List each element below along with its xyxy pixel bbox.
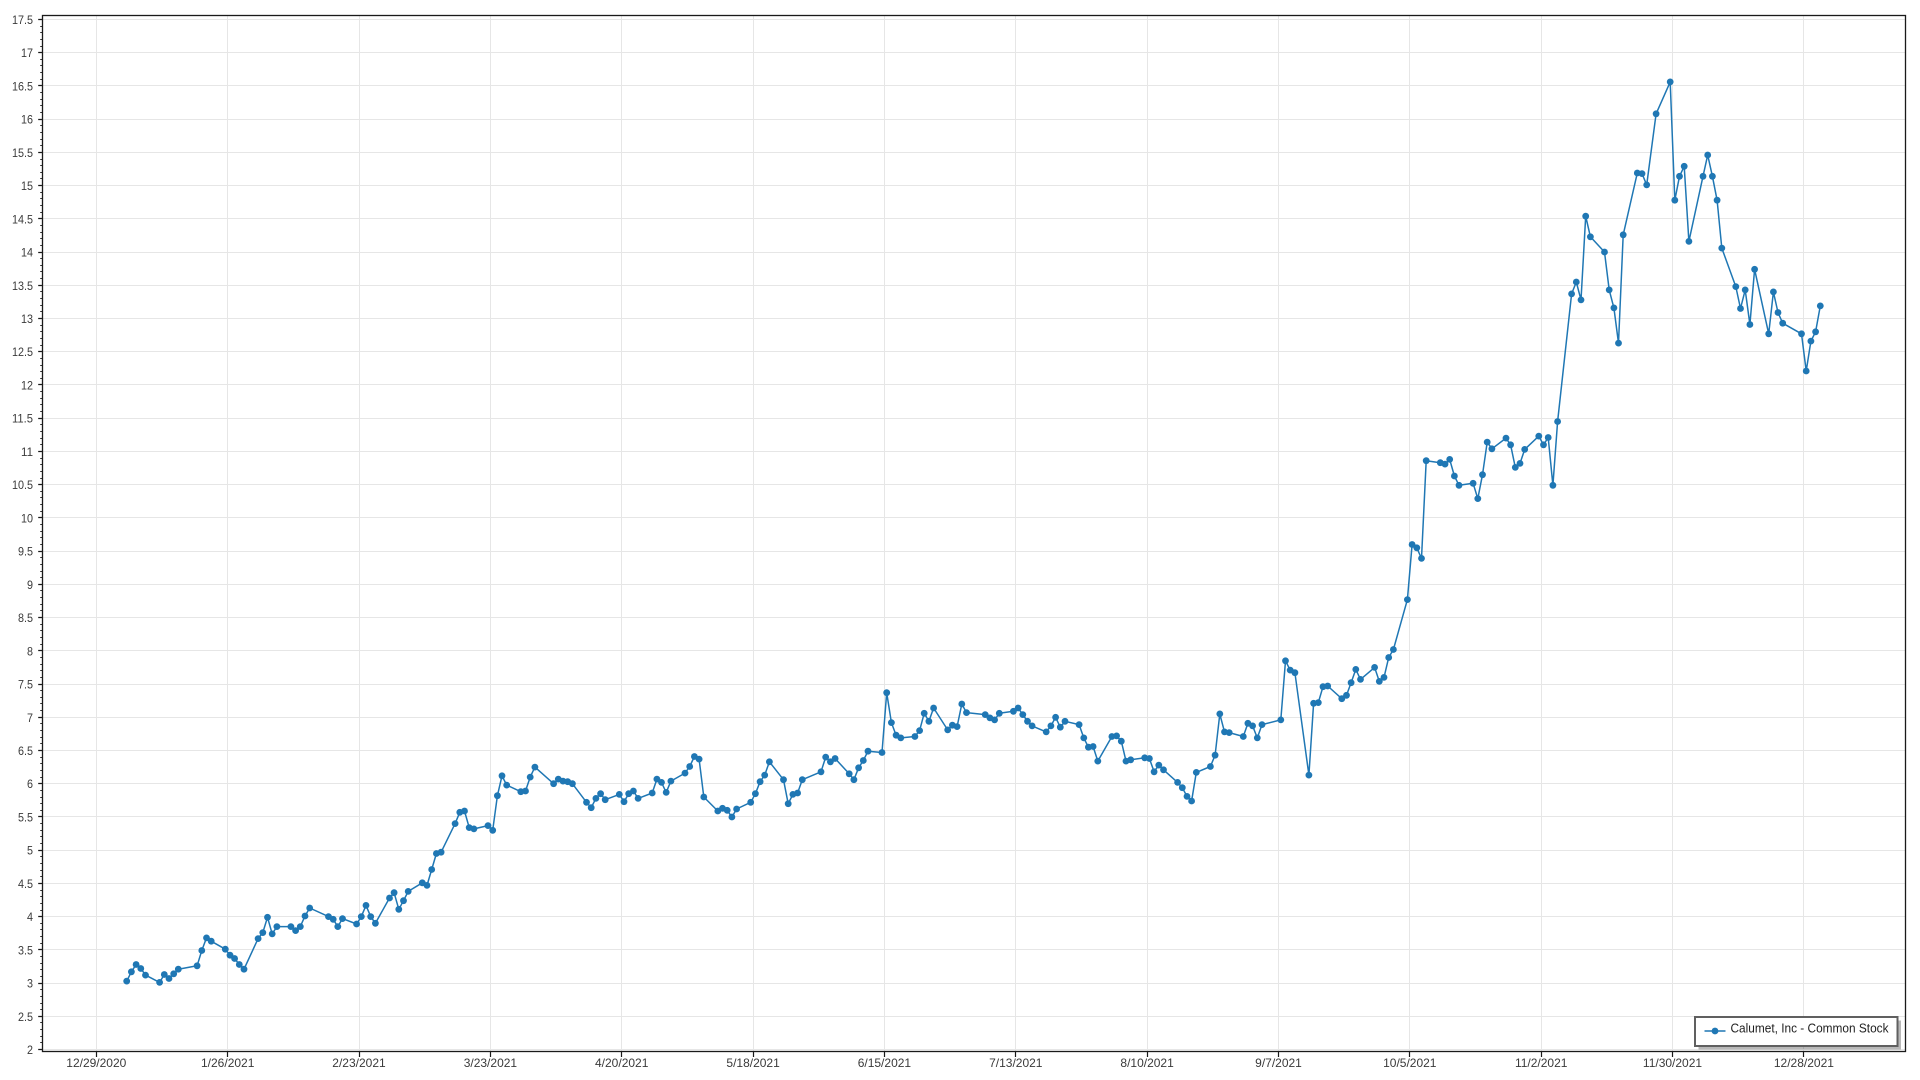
- svg-text:8/10/2021: 8/10/2021: [1120, 1056, 1174, 1070]
- svg-text:14.5: 14.5: [12, 212, 33, 226]
- svg-text:16.5: 16.5: [12, 79, 33, 93]
- svg-text:11/30/2021: 11/30/2021: [1643, 1056, 1702, 1070]
- svg-text:10.5: 10.5: [12, 478, 33, 492]
- svg-text:15.5: 15.5: [12, 146, 33, 160]
- svg-text:17.5: 17.5: [12, 13, 33, 27]
- svg-text:4/20/2021: 4/20/2021: [595, 1056, 649, 1070]
- svg-text:12/28/2021: 12/28/2021: [1774, 1056, 1834, 1070]
- svg-text:5.5: 5.5: [18, 811, 33, 825]
- svg-text:Calumet, Inc - Common Stock: Calumet, Inc - Common Stock: [1731, 1022, 1890, 1036]
- svg-text:17: 17: [21, 46, 33, 60]
- svg-text:9: 9: [27, 578, 33, 592]
- svg-text:7: 7: [27, 711, 33, 725]
- svg-text:5/18/2021: 5/18/2021: [726, 1056, 780, 1070]
- svg-text:6.5: 6.5: [18, 744, 33, 758]
- svg-text:10: 10: [21, 511, 33, 525]
- svg-text:13.5: 13.5: [12, 279, 33, 293]
- svg-text:7.5: 7.5: [18, 678, 33, 692]
- svg-text:3.5: 3.5: [18, 943, 33, 957]
- svg-text:3: 3: [27, 977, 33, 991]
- svg-text:5: 5: [27, 844, 33, 858]
- svg-text:15: 15: [21, 179, 33, 193]
- svg-text:9.5: 9.5: [18, 545, 33, 559]
- svg-text:11: 11: [21, 445, 33, 459]
- svg-text:12: 12: [21, 379, 33, 393]
- svg-text:2/23/2021: 2/23/2021: [332, 1056, 386, 1070]
- svg-text:6: 6: [27, 777, 33, 791]
- svg-text:2.5: 2.5: [18, 1010, 33, 1024]
- svg-text:12.5: 12.5: [12, 345, 33, 359]
- svg-text:9/7/2021: 9/7/2021: [1255, 1056, 1302, 1070]
- svg-text:11.5: 11.5: [12, 412, 33, 426]
- svg-text:12/29/2020: 12/29/2020: [66, 1056, 126, 1070]
- svg-text:2: 2: [27, 1043, 33, 1057]
- svg-text:8: 8: [27, 644, 33, 658]
- svg-text:1/26/2021: 1/26/2021: [201, 1056, 255, 1070]
- svg-text:7/13/2021: 7/13/2021: [989, 1056, 1043, 1070]
- svg-text:4.5: 4.5: [18, 877, 33, 891]
- svg-text:10/5/2021: 10/5/2021: [1383, 1056, 1437, 1070]
- svg-text:14: 14: [21, 246, 33, 260]
- svg-text:4: 4: [27, 910, 33, 924]
- svg-text:11/2/2021: 11/2/2021: [1515, 1056, 1568, 1070]
- svg-text:13: 13: [21, 312, 33, 326]
- svg-text:3/23/2021: 3/23/2021: [464, 1056, 518, 1070]
- svg-text:6/15/2021: 6/15/2021: [858, 1056, 912, 1070]
- svg-text:16: 16: [21, 113, 33, 127]
- svg-text:8.5: 8.5: [18, 611, 33, 625]
